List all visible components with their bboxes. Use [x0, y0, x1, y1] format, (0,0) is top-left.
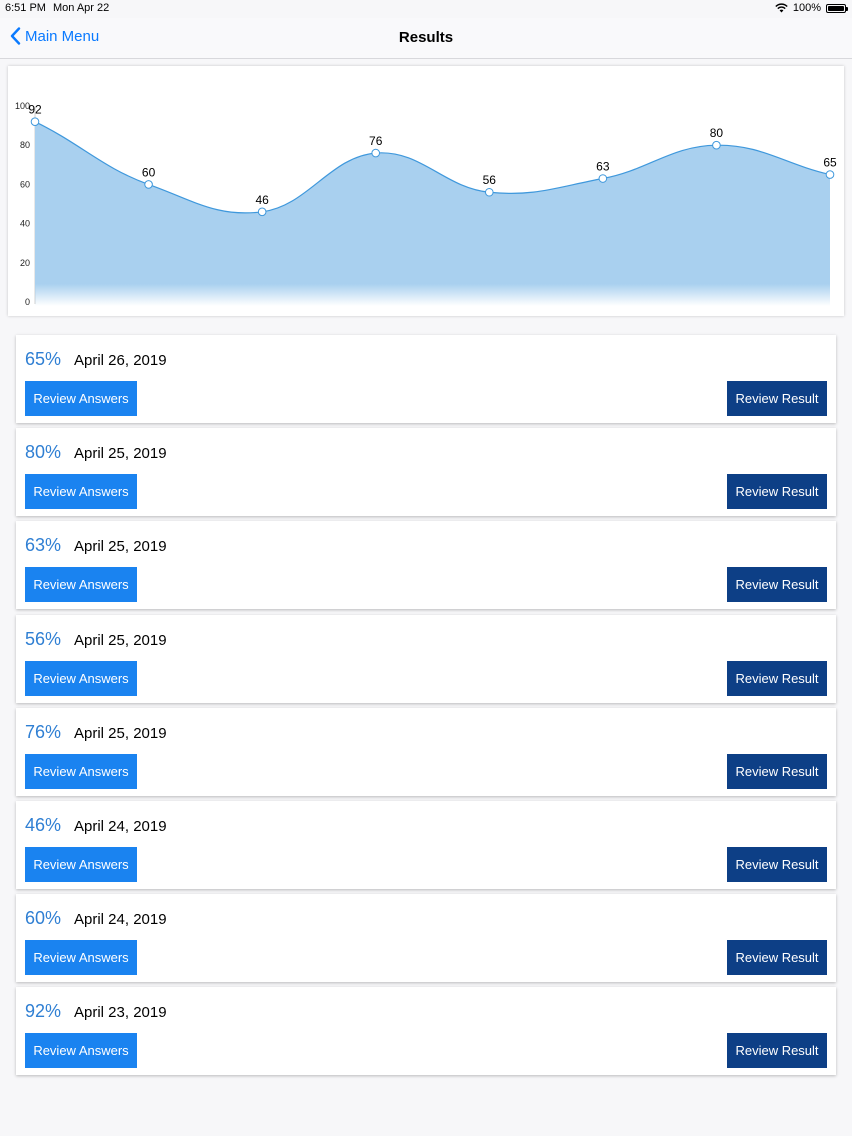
result-date: April 24, 2019	[74, 911, 167, 929]
data-point	[825, 170, 835, 179]
battery-percent: 100%	[792, 2, 821, 14]
data-point	[598, 174, 608, 183]
review-answers-button[interactable]: Review Answers	[25, 660, 137, 696]
y-tick-label: 80	[20, 140, 30, 150]
score-value: 56%	[25, 628, 62, 649]
status-indicators: 100%	[775, 2, 848, 14]
data-label: 63	[596, 160, 610, 174]
data-point	[30, 117, 40, 126]
result-card: 60% April 24, 2019 Review Answers Review Re…	[16, 894, 836, 983]
review-result-button[interactable]: Review Result	[727, 753, 827, 789]
result-date: April 24, 2019	[74, 817, 167, 835]
review-result-button[interactable]: Review Result	[727, 474, 827, 510]
score-value: 60%	[25, 908, 62, 929]
y-tick-label: 60	[20, 179, 30, 189]
data-point	[144, 180, 153, 189]
back-label: Main Menu	[25, 27, 100, 45]
chevron-left-icon	[10, 27, 21, 45]
status-bar: 6:51 PM Mon Apr 22 100%	[0, 0, 852, 18]
navigation-bar: Main Menu Results	[0, 18, 852, 59]
wifi-icon	[775, 3, 788, 13]
y-tick-label: 20	[20, 258, 30, 268]
review-result-button[interactable]: Review Result	[727, 846, 827, 882]
battery-icon	[826, 3, 848, 13]
battery-fill	[828, 5, 844, 11]
result-date: April 25, 2019	[74, 724, 167, 742]
review-answers-button[interactable]: Review Answers	[25, 381, 137, 416]
review-result-button[interactable]: Review Result	[727, 567, 827, 603]
review-result-button[interactable]: Review Result	[727, 940, 827, 976]
y-tick-label: 100	[15, 101, 30, 111]
review-answers-button[interactable]: Review Answers	[25, 753, 137, 789]
data-point	[257, 207, 267, 217]
data-label: 80	[710, 126, 724, 140]
score-value: 63%	[25, 535, 62, 556]
data-label: 65	[823, 156, 837, 170]
status-date: Mon Apr 22	[53, 2, 110, 14]
result-card: 65% April 26, 2019 Review Answers Review Re…	[16, 335, 836, 423]
review-answers-button[interactable]: Review Answers	[25, 846, 137, 882]
data-point	[484, 187, 494, 197]
back-button[interactable]: Main Menu	[10, 27, 99, 45]
score-value: 46%	[25, 814, 62, 835]
review-result-button[interactable]: Review Result	[727, 1033, 827, 1069]
chart-svg: 0 20 40 60 80 100 92 60 46 76 56 63 80 65	[15, 101, 837, 307]
review-answers-button[interactable]: Review Answers	[25, 1033, 137, 1069]
result-date: April 25, 2019	[74, 631, 167, 649]
review-answers-button[interactable]: Review Answers	[25, 474, 137, 510]
data-label: 76	[369, 134, 383, 148]
review-result-button[interactable]: Review Result	[727, 660, 827, 696]
result-date: April 25, 2019	[74, 538, 167, 556]
score-value: 65%	[25, 349, 62, 369]
data-label: 46	[255, 193, 269, 207]
results-chart: 0 20 40 60 80 100 92 60 46 76 56 63 80 65	[8, 66, 844, 316]
review-result-button[interactable]: Review Result	[727, 381, 827, 416]
review-answers-button[interactable]: Review Answers	[25, 940, 137, 976]
y-tick-label: 0	[25, 297, 30, 307]
data-label: 56	[483, 173, 497, 187]
data-label: 92	[28, 103, 42, 117]
result-card: 76% April 25, 2019 Review Answers Review Re…	[16, 707, 836, 796]
result-date: April 26, 2019	[74, 352, 167, 369]
data-point	[712, 140, 721, 150]
area-fill	[35, 121, 830, 307]
results-list: 65% April 26, 2019 Review Answers Review Re…	[16, 335, 836, 1081]
score-value: 80%	[25, 442, 62, 463]
review-answers-button[interactable]: Review Answers	[25, 567, 137, 603]
data-label: 60	[142, 165, 156, 179]
result-card: 56% April 25, 2019 Review Answers Review Re…	[16, 614, 836, 703]
page-title: Results	[398, 29, 454, 46]
result-card: 92% April 23, 2019 Review Answers Review Re…	[16, 987, 836, 1076]
data-point	[371, 148, 381, 158]
result-date: April 25, 2019	[74, 445, 167, 463]
result-date: April 23, 2019	[74, 1004, 167, 1022]
score-value: 92%	[25, 1001, 62, 1022]
result-card: 80% April 25, 2019 Review Answers Review Re…	[16, 428, 836, 517]
result-card: 63% April 25, 2019 Review Answers Review Re…	[16, 521, 836, 610]
result-card: 46% April 24, 2019 Review Answers Review Re…	[16, 800, 836, 889]
status-time: 6:51 PM	[5, 2, 46, 14]
y-tick-label: 40	[20, 219, 30, 229]
series-line	[34, 121, 831, 214]
score-value: 76%	[25, 721, 62, 742]
